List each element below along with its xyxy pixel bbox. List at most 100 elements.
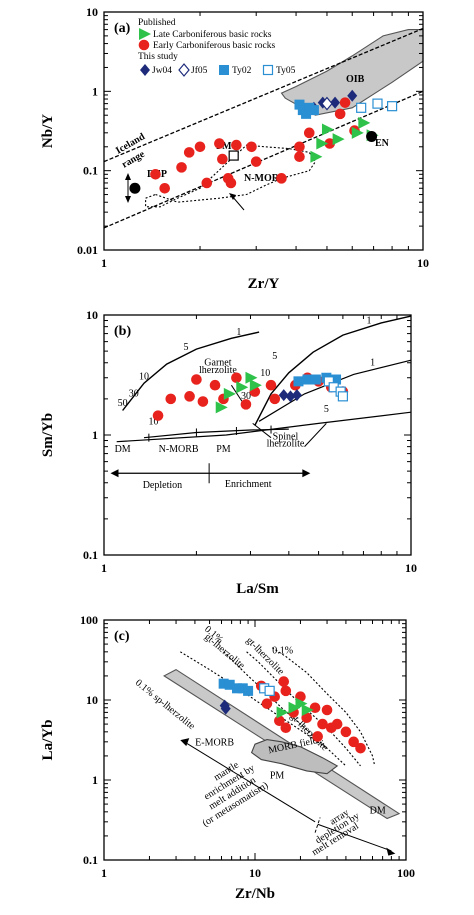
data-point bbox=[331, 374, 342, 385]
data-point bbox=[291, 389, 302, 402]
data-point bbox=[331, 718, 343, 730]
dm-label: DM bbox=[115, 444, 131, 455]
data-point bbox=[269, 393, 281, 405]
data-point bbox=[191, 374, 202, 385]
arrow-head bbox=[125, 196, 131, 203]
data-point bbox=[237, 683, 248, 694]
data-point bbox=[332, 133, 345, 146]
data-point bbox=[308, 105, 319, 116]
data-point bbox=[215, 401, 228, 414]
series-late-carboniferous-basic-rocks bbox=[215, 371, 262, 414]
pm-label: PM bbox=[216, 444, 231, 455]
legend-heading-published: Published bbox=[138, 18, 176, 28]
spinel-label-2: lherzolite bbox=[267, 439, 305, 450]
series-ty02 bbox=[294, 99, 319, 119]
panel-b: 105305015103015101GarnetlherzoliteSpinel… bbox=[40, 308, 417, 597]
data-point bbox=[312, 731, 323, 742]
x-tick-label: 10 bbox=[417, 256, 429, 270]
arrow-head bbox=[125, 173, 131, 180]
depletion-label: Depletion bbox=[143, 480, 182, 491]
series-jw04 bbox=[219, 699, 231, 715]
panel-label: (c) bbox=[114, 629, 130, 644]
series-en bbox=[366, 130, 378, 142]
pm-label: PM bbox=[270, 770, 285, 781]
y-tick-label: 10 bbox=[86, 693, 98, 707]
oib-field bbox=[280, 29, 424, 116]
data-point bbox=[152, 410, 164, 421]
data-point bbox=[288, 701, 301, 714]
data-point bbox=[201, 177, 213, 189]
data-point bbox=[321, 704, 333, 716]
data-point bbox=[294, 141, 305, 153]
emorb-label: E-MORB bbox=[195, 737, 234, 748]
melt-label: 1 bbox=[367, 315, 372, 326]
data-point bbox=[228, 150, 239, 161]
data-point bbox=[245, 371, 258, 384]
melt-label: 10 bbox=[139, 372, 149, 383]
oib-label: OIB bbox=[346, 74, 365, 85]
y-tick-label: 10 bbox=[86, 5, 98, 19]
y-axis-title: La/Yb bbox=[40, 720, 56, 761]
data-point bbox=[317, 718, 328, 730]
data-point bbox=[249, 379, 262, 392]
depletion-vector bbox=[317, 823, 392, 852]
spinel-arrow bbox=[252, 422, 272, 439]
data-point bbox=[386, 101, 398, 112]
data-point bbox=[246, 141, 257, 153]
data-point bbox=[358, 116, 371, 129]
spinel-arrow-2 bbox=[304, 423, 327, 447]
y-tick-label: 100 bbox=[80, 613, 98, 627]
panel-c: 0.1% sp-lherzolitegt-lherzolitegt-lherzo… bbox=[40, 613, 415, 902]
plot-frame bbox=[103, 11, 424, 251]
y-tick-label: 1 bbox=[92, 773, 98, 787]
data-point bbox=[302, 374, 313, 385]
data-point bbox=[232, 683, 243, 694]
data-point bbox=[337, 391, 348, 402]
iceland-lower-line bbox=[103, 90, 424, 229]
enrichment-vector bbox=[183, 741, 316, 823]
series-ty02 bbox=[218, 678, 254, 696]
melt-label: 5 bbox=[272, 351, 277, 362]
series-ty05 bbox=[259, 683, 275, 696]
data-point bbox=[231, 139, 242, 151]
melt-label: 10 bbox=[149, 417, 159, 428]
legend-jw04: Jw04 bbox=[152, 66, 172, 76]
garnet-curve-right bbox=[254, 315, 412, 426]
arrow-head bbox=[110, 469, 119, 478]
data-point bbox=[285, 390, 296, 403]
data-point bbox=[330, 96, 341, 109]
legend-late: Late Carboniferous basic rocks bbox=[153, 29, 272, 40]
data-point bbox=[334, 108, 346, 120]
legend-ty02: Ty02 bbox=[232, 66, 252, 76]
data-point bbox=[265, 379, 277, 391]
series-jf05 bbox=[321, 96, 333, 111]
y-axis-title: Sm/Yb bbox=[40, 413, 56, 457]
x-tick-label: 100 bbox=[397, 866, 415, 880]
series-ty05 bbox=[323, 376, 348, 402]
legend-heading-study: This study bbox=[138, 52, 178, 62]
melt-label: 10 bbox=[260, 368, 270, 379]
legend-marker-late bbox=[139, 28, 151, 40]
data-point bbox=[231, 372, 242, 384]
melt-label: 1 bbox=[236, 327, 241, 338]
data-point bbox=[348, 736, 359, 748]
data-point bbox=[366, 130, 378, 142]
data-point bbox=[310, 374, 321, 385]
y-tick-label: 0.1 bbox=[83, 164, 98, 178]
data-point bbox=[301, 712, 313, 724]
data-point bbox=[176, 162, 187, 173]
legend-marker-early bbox=[138, 39, 150, 51]
data-point bbox=[183, 147, 195, 158]
x-axis-title: La/Sm bbox=[236, 581, 279, 597]
data-point bbox=[351, 126, 364, 139]
data-point bbox=[280, 685, 292, 697]
arrow-head bbox=[229, 193, 236, 200]
legend-ty05: Ty05 bbox=[276, 66, 296, 76]
data-point bbox=[197, 396, 209, 407]
data-point bbox=[303, 127, 315, 139]
y-tick-label: 10 bbox=[86, 308, 98, 322]
panel-label: (b) bbox=[114, 324, 131, 339]
data-point bbox=[301, 108, 312, 119]
data-point bbox=[372, 98, 383, 109]
